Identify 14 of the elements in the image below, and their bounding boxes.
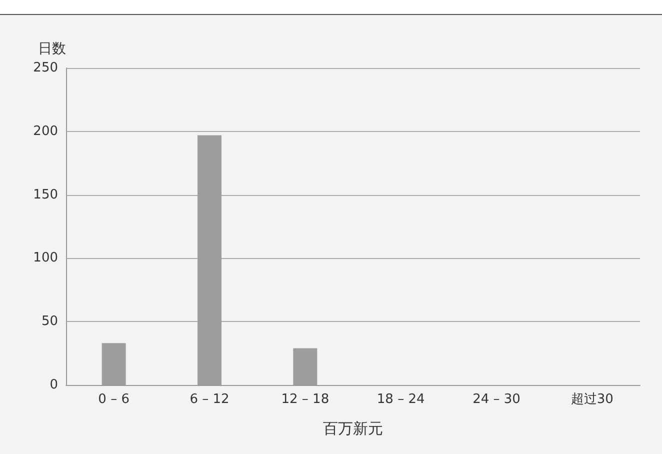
y-tick-label: 100: [33, 250, 58, 266]
y-tick-label: 200: [33, 124, 58, 139]
x-tick-label: 6 – 12: [190, 392, 230, 407]
y-tick-label: 250: [33, 60, 58, 76]
y-tick-label: 150: [33, 187, 58, 202]
y-tick-label: 0: [50, 378, 58, 392]
y-tick-label: 50: [41, 314, 58, 330]
y-axis-title: 日数: [38, 41, 66, 57]
x-tick-label: 24 – 30: [472, 392, 520, 407]
x-axis-title: 百万新元: [323, 420, 383, 438]
x-tick-label: 12 – 18: [281, 392, 330, 407]
x-tick-label: 超过30: [570, 392, 614, 407]
x-tick-label: 18 – 24: [376, 392, 425, 407]
x-tick-label: 0 – 6: [98, 392, 130, 407]
